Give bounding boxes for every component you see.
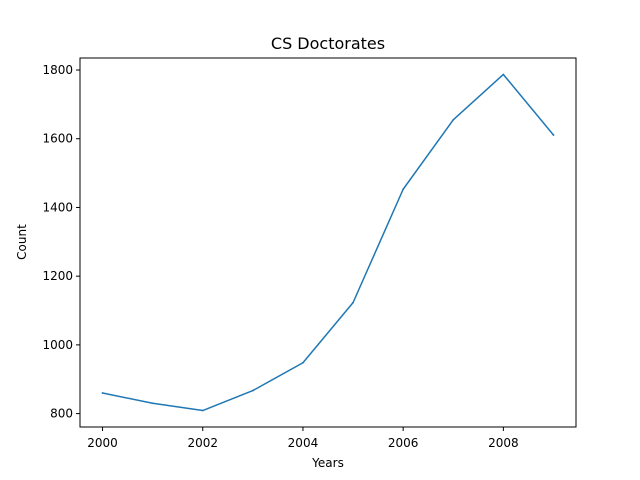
data-point xyxy=(502,73,505,76)
x-axis-label: Years xyxy=(311,456,344,470)
y-tick-label: 1000 xyxy=(42,338,73,352)
y-axis: 800 1000 1200 1400 1600 1800 xyxy=(42,63,80,421)
x-tick-label: 2000 xyxy=(87,436,118,450)
data-point xyxy=(101,392,104,394)
x-tick-label: 2004 xyxy=(288,436,319,450)
data-point xyxy=(352,301,354,304)
y-tick-label: 1400 xyxy=(42,200,73,214)
x-tick-label: 2002 xyxy=(187,436,218,450)
data-point xyxy=(302,361,304,364)
y-axis-label: Count xyxy=(15,224,29,260)
y-tick-label: 1200 xyxy=(42,269,73,283)
data-point xyxy=(452,118,455,121)
data-point xyxy=(552,134,555,136)
plot-area xyxy=(80,58,576,427)
data-point xyxy=(151,402,154,405)
x-axis: 2000 2002 2004 2006 2008 xyxy=(87,427,519,450)
x-tick-label: 2006 xyxy=(388,436,419,450)
data-point xyxy=(402,188,405,191)
y-tick-label: 800 xyxy=(50,407,73,421)
axes-frame xyxy=(79,57,577,428)
data-point xyxy=(251,389,254,392)
y-tick-label: 1600 xyxy=(42,132,73,146)
y-tick-label: 1800 xyxy=(42,63,73,77)
chart-title: CS Doctorates xyxy=(271,34,385,53)
series-layer xyxy=(101,73,555,412)
series-line xyxy=(101,73,555,412)
x-tick-label: 2008 xyxy=(488,436,519,450)
data-point xyxy=(201,409,204,412)
